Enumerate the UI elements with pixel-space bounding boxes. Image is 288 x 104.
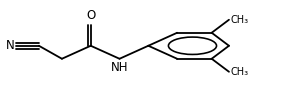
Text: NH: NH [111, 61, 128, 74]
Text: O: O [86, 9, 95, 22]
Text: CH₃: CH₃ [230, 67, 249, 77]
Text: CH₃: CH₃ [230, 15, 249, 25]
Text: N: N [6, 39, 14, 52]
